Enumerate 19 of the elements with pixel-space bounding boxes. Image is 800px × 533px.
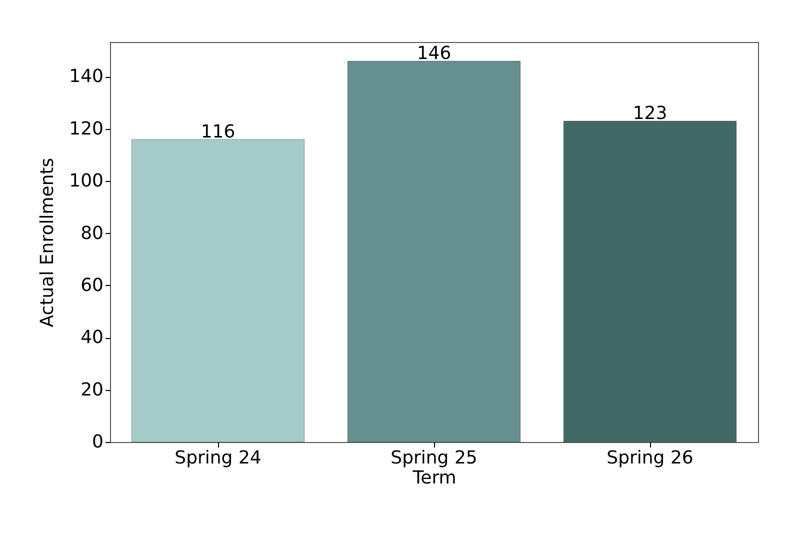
y-tick-label: 40	[80, 327, 104, 348]
y-axis-title: Actual Enrollments	[37, 158, 58, 328]
y-tick-label: 0	[92, 432, 104, 452]
data-label: 146	[416, 43, 452, 64]
y-tick-label: 100	[69, 170, 104, 192]
data-label: 123	[632, 103, 668, 124]
y-tick-label: 80	[80, 222, 104, 244]
y-tick-label: 20	[80, 379, 104, 400]
data-label: 116	[200, 121, 236, 142]
x-axis-title: Term	[412, 468, 456, 488]
bar	[347, 60, 521, 442]
x-tick-label: Spring 25	[390, 448, 478, 468]
bar	[131, 139, 305, 442]
bar	[563, 120, 737, 442]
y-tick-label: 120	[69, 118, 104, 140]
y-tick-label: 60	[80, 274, 104, 296]
y-tick-label: 140	[69, 66, 104, 88]
x-tick-label: Spring 24	[174, 448, 262, 468]
x-tick-label: Spring 26	[606, 448, 694, 468]
